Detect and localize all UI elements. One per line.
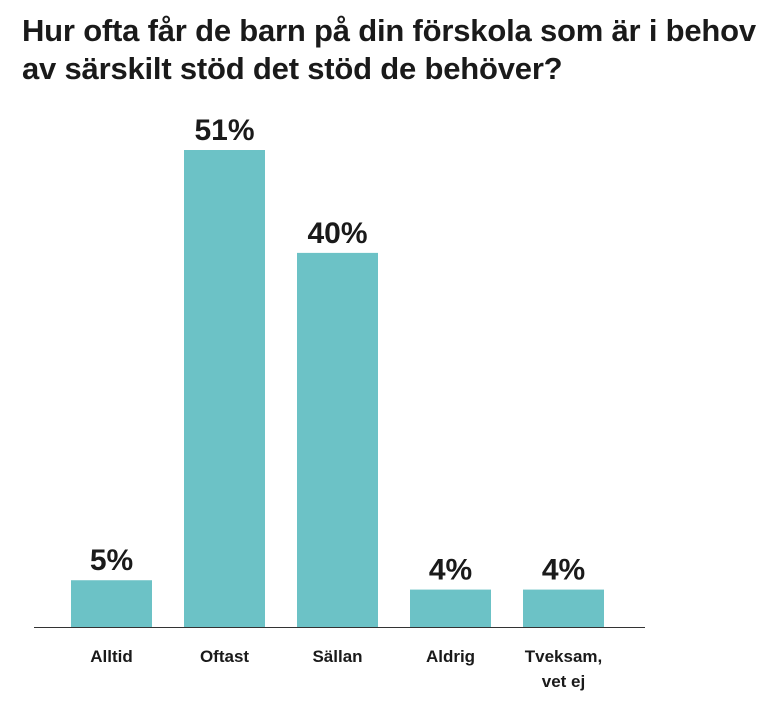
bar [71,580,152,627]
category-label-line: Tveksam, [525,647,603,666]
bar-value-label: 5% [90,544,133,577]
category-label-line: Aldrig [426,647,475,666]
category-label: Tveksam, vet ej [525,647,603,691]
chart-title: Hur ofta får de barn på din förskola som… [22,13,756,86]
category-label-line: Oftast [200,647,249,666]
bar [410,589,491,627]
bar [297,252,378,627]
category-label-line: Sällan [312,647,362,666]
bar [523,589,604,627]
category-label: Sällan [312,647,362,666]
category-labels-group: Alltid Oftast Sällan Aldrig Tveksam, vet ej [90,647,602,691]
category-label: Aldrig [426,647,475,666]
bar-value-label: 51% [194,114,254,147]
bars-group [71,150,604,627]
category-label-line: vet ej [542,672,585,691]
bar-value-label: 4% [429,554,472,587]
category-label-line: Alltid [90,647,133,666]
bar [184,150,265,627]
value-labels-group: 5% 51% 40% 4% 4% [90,114,585,587]
category-label: Alltid [90,647,133,666]
category-label: Oftast [200,647,249,666]
bar-value-label: 4% [542,554,585,587]
bar-value-label: 40% [307,217,367,250]
